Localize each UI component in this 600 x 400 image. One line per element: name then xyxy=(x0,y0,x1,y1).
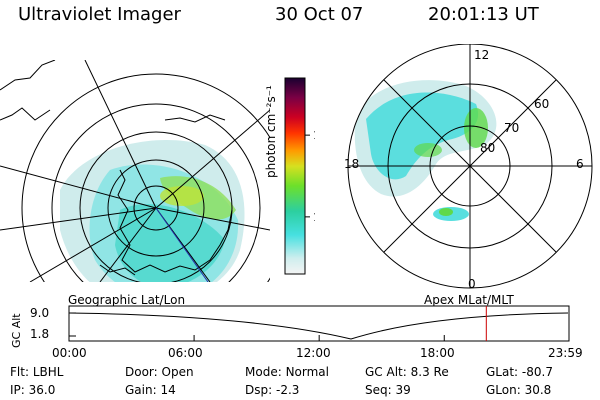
status-seq: Seq: 39 xyxy=(365,383,411,397)
status-gain: Gain: 14 xyxy=(125,383,176,397)
instrument-title: Ultraviolet Imager xyxy=(18,4,181,25)
status-dsp: Dsp: -2.3 xyxy=(245,383,300,397)
status-gc-alt: GC Alt: 8.3 Re xyxy=(365,365,449,379)
altitude-ytick-low: 1.8 xyxy=(30,327,50,341)
colorbar-ticks: 100 10 xyxy=(305,129,315,224)
colorbar: 100 10 xyxy=(284,77,315,275)
apex-panel-caption: Apex MLat/MLT xyxy=(424,293,514,307)
mlat-label-80: 80 xyxy=(480,141,495,155)
altitude-ylabel: GC Alt xyxy=(10,313,23,348)
status-mode: Mode: Normal xyxy=(245,365,329,379)
observation-time: 20:01:13 UT xyxy=(428,4,539,25)
altitude-curve xyxy=(68,312,569,340)
colorbar-unit-label: photon cm⁻²s⁻¹ xyxy=(264,85,278,178)
colorbar-tick-label: 100 xyxy=(313,129,315,142)
apex-polar-image: 12 18 6 0 60 70 80 xyxy=(344,44,593,290)
xtick-0000: 00:00 xyxy=(52,346,87,360)
status-glat: GLat: -80.7 xyxy=(486,365,553,379)
mlat-label-60: 60 xyxy=(534,97,549,111)
status-ip: IP: 36.0 xyxy=(10,383,56,397)
colorbar-gradient xyxy=(284,77,306,275)
altitude-ytick-high: 9.0 xyxy=(30,306,50,320)
status-filter: Flt: LBHL xyxy=(10,365,64,379)
xtick-1800: 18:00 xyxy=(420,346,455,360)
altitude-xtick-marks xyxy=(68,335,570,341)
mlt-label-midnight: 0 xyxy=(468,277,476,290)
aurora-emission-geo xyxy=(60,140,245,282)
altitude-plot xyxy=(68,305,570,342)
xtick-2359: 23:59 xyxy=(548,346,583,360)
observation-date: 30 Oct 07 xyxy=(275,4,364,25)
mlat-label-70: 70 xyxy=(504,121,519,135)
colorbar-tick-label: 10 xyxy=(313,211,315,224)
mlt-label-dawn: 6 xyxy=(576,157,584,171)
xtick-0600: 06:00 xyxy=(168,346,203,360)
mlt-label-noon: 12 xyxy=(474,48,489,62)
mlt-label-dusk: 18 xyxy=(344,157,359,171)
geographic-polar-image xyxy=(0,60,270,282)
xtick-1200: 12:00 xyxy=(296,346,331,360)
status-door: Door: Open xyxy=(125,365,194,379)
aurora-emission-apex xyxy=(354,80,497,221)
status-glon: GLon: 30.8 xyxy=(486,383,552,397)
geo-panel-caption: Geographic Lat/Lon xyxy=(68,293,186,307)
